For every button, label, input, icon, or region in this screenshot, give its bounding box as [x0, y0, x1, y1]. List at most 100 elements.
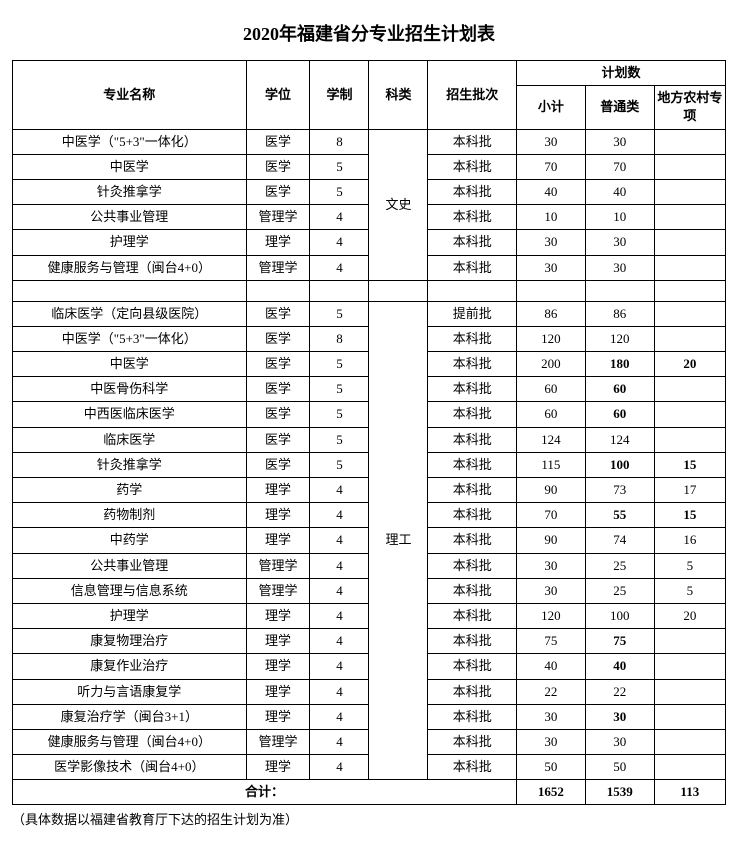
- cell: 本科批: [428, 452, 517, 477]
- cell: [654, 377, 725, 402]
- cell: 本科批: [428, 129, 517, 154]
- cell: [654, 129, 725, 154]
- cell: 管理学: [246, 205, 310, 230]
- cell: 5: [310, 154, 369, 179]
- cell: 60: [585, 402, 654, 427]
- cell: 理学: [246, 679, 310, 704]
- cell: 本科批: [428, 478, 517, 503]
- cell: 120: [516, 603, 585, 628]
- cell: 86: [516, 301, 585, 326]
- cell: 70: [516, 503, 585, 528]
- cell: 本科批: [428, 679, 517, 704]
- cell: 5: [310, 452, 369, 477]
- cell: 90: [516, 478, 585, 503]
- cell: 25: [585, 578, 654, 603]
- cell: 4: [310, 503, 369, 528]
- cell: 30: [516, 553, 585, 578]
- cell: 针灸推拿学: [13, 452, 247, 477]
- cell: 4: [310, 255, 369, 280]
- cell: 4: [310, 230, 369, 255]
- cell: 中医学: [13, 154, 247, 179]
- table-body: 中医学（"5+3"一体化）医学8文史本科批3030中医学医学5本科批7070针灸…: [13, 129, 726, 805]
- cell: 中西医临床医学: [13, 402, 247, 427]
- cell: 15: [654, 503, 725, 528]
- cell: 本科批: [428, 729, 517, 754]
- cell: 115: [516, 452, 585, 477]
- cell: 护理学: [13, 230, 247, 255]
- cell: 70: [516, 154, 585, 179]
- cell: 55: [585, 503, 654, 528]
- cell: 中医学: [13, 352, 247, 377]
- table-row: 中医学（"5+3"一体化）医学8文史本科批3030: [13, 129, 726, 154]
- cell: 5: [654, 578, 725, 603]
- cell: 60: [516, 402, 585, 427]
- cell: 管理学: [246, 255, 310, 280]
- hdr-degree: 学位: [246, 61, 310, 130]
- cell: 药学: [13, 478, 247, 503]
- cell: 4: [310, 755, 369, 780]
- cell: 中医学（"5+3"一体化）: [13, 326, 247, 351]
- cell: 提前批: [428, 301, 517, 326]
- cell: [654, 427, 725, 452]
- cell: 管理学: [246, 729, 310, 754]
- cell: 4: [310, 629, 369, 654]
- cell: 4: [310, 729, 369, 754]
- cell: 60: [516, 377, 585, 402]
- cell: 8: [310, 326, 369, 351]
- cell: 5: [310, 352, 369, 377]
- cell: 200: [516, 352, 585, 377]
- category-cell: 理工: [369, 301, 428, 780]
- cell: 公共事业管理: [13, 205, 247, 230]
- cell: 理学: [246, 629, 310, 654]
- cell: [654, 326, 725, 351]
- cell: 30: [585, 704, 654, 729]
- cell: 本科批: [428, 255, 517, 280]
- hdr-batch: 招生批次: [428, 61, 517, 130]
- cell: 120: [516, 326, 585, 351]
- cell: 本科批: [428, 654, 517, 679]
- cell: 本科批: [428, 427, 517, 452]
- cell: 医学: [246, 326, 310, 351]
- cell: 本科批: [428, 503, 517, 528]
- cell: 理学: [246, 603, 310, 628]
- cell: 理学: [246, 528, 310, 553]
- cell: 医学: [246, 301, 310, 326]
- cell: 本科批: [428, 352, 517, 377]
- cell: 本科批: [428, 179, 517, 204]
- cell: 30: [585, 255, 654, 280]
- cell: 康复物理治疗: [13, 629, 247, 654]
- cell: 30: [516, 578, 585, 603]
- table-row: 临床医学（定向县级医院）医学5理工提前批8686: [13, 301, 726, 326]
- cell: [654, 230, 725, 255]
- cell: 4: [310, 578, 369, 603]
- cell: 临床医学: [13, 427, 247, 452]
- cell: 4: [310, 603, 369, 628]
- cell: 医学影像技术（闽台4+0）: [13, 755, 247, 780]
- cell: 4: [310, 553, 369, 578]
- hdr-normal: 普通类: [585, 86, 654, 129]
- cell: 医学: [246, 154, 310, 179]
- cell: 100: [585, 603, 654, 628]
- hdr-years: 学制: [310, 61, 369, 130]
- cell: 4: [310, 704, 369, 729]
- cell: 30: [516, 704, 585, 729]
- cell: 73: [585, 478, 654, 503]
- table-head: 专业名称 学位 学制 科类 招生批次 计划数 小计 普通类 地方农村专项: [13, 61, 726, 130]
- cell: [654, 402, 725, 427]
- footnote: （具体数据以福建省教育厅下达的招生计划为准）: [12, 809, 726, 828]
- cell: 5: [310, 427, 369, 452]
- cell: 8: [310, 129, 369, 154]
- cell: 健康服务与管理（闽台4+0）: [13, 255, 247, 280]
- cell: 本科批: [428, 704, 517, 729]
- cell: 本科批: [428, 528, 517, 553]
- cell: 30: [585, 129, 654, 154]
- hdr-major: 专业名称: [13, 61, 247, 130]
- cell: 临床医学（定向县级医院）: [13, 301, 247, 326]
- cell: 1652: [516, 780, 585, 805]
- cell: 50: [585, 755, 654, 780]
- cell: 4: [310, 478, 369, 503]
- cell: 90: [516, 528, 585, 553]
- cell: 120: [585, 326, 654, 351]
- cell: 124: [516, 427, 585, 452]
- cell: 17: [654, 478, 725, 503]
